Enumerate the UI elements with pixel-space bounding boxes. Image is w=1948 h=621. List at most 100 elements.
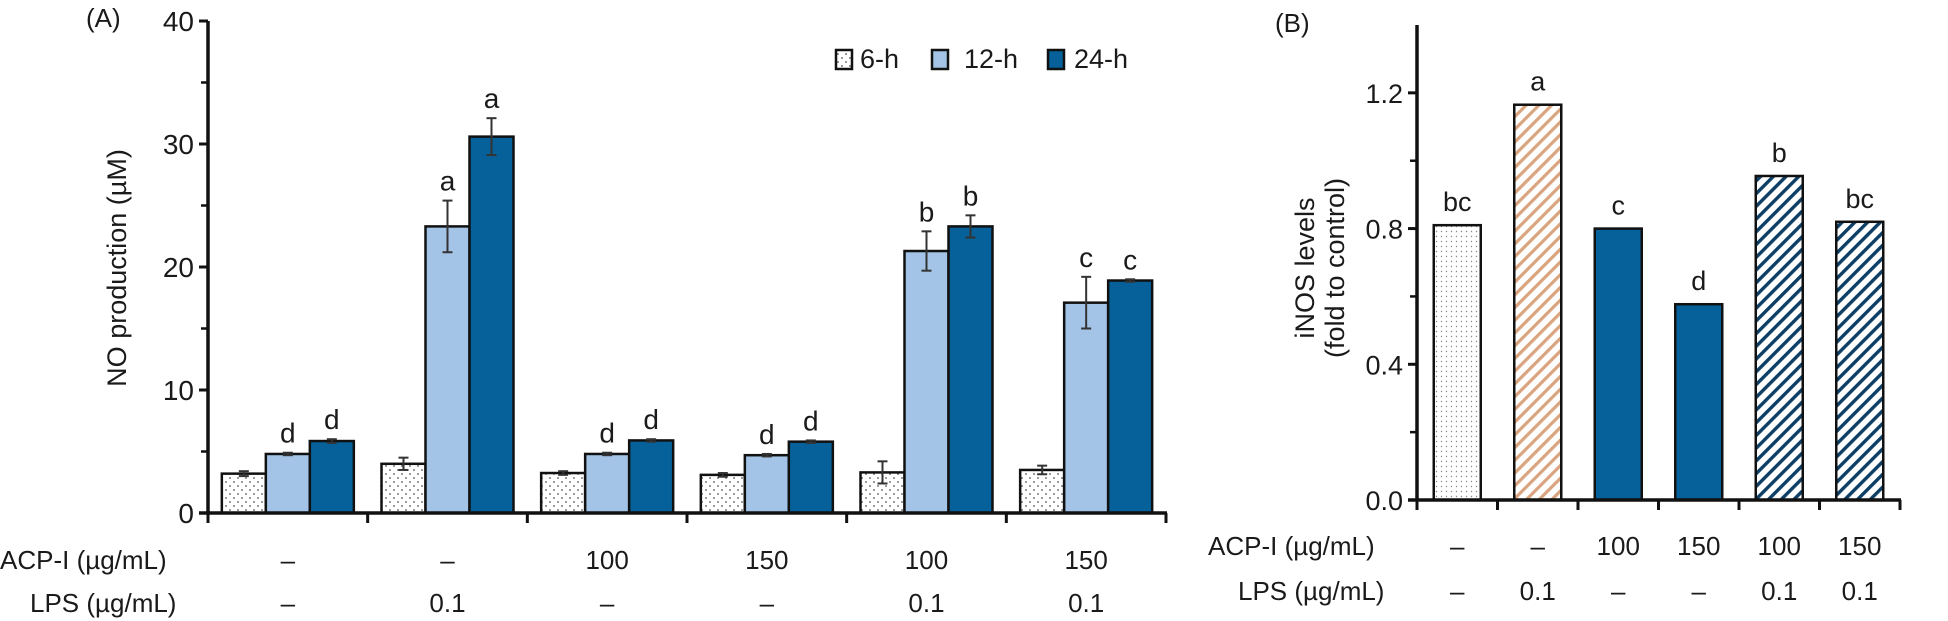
significance-letter: b <box>1772 138 1787 168</box>
bar-6-h <box>220 472 268 515</box>
bar-24-h <box>947 225 994 515</box>
y-tick-label: 1.2 <box>1365 79 1403 109</box>
significance-letter: bc <box>1845 184 1874 214</box>
panel-a-y-axis-label: NO production (µM) <box>102 149 132 387</box>
y-tick-label: 0.8 <box>1365 215 1403 245</box>
legend-swatch-12h <box>930 48 950 71</box>
panel-b-axes <box>1408 25 1902 510</box>
x-label-acp: 100 <box>905 545 948 575</box>
bar-12-h <box>424 225 471 515</box>
panel-a-legend: 6-h 12-h 24-h <box>834 44 1128 74</box>
bar-6-h <box>380 462 427 515</box>
x-label-lps: – <box>1692 576 1707 606</box>
panel-a-row-label-lps: LPS (µg/mL) <box>30 588 176 618</box>
x-label-lps: 0.1 <box>1842 576 1878 606</box>
significance-letter: b <box>963 180 979 211</box>
bar-12-h <box>1062 301 1110 515</box>
significance-letter: bc <box>1443 187 1472 217</box>
x-label-lps: 0.1 <box>1068 588 1104 618</box>
y-tick-label: 10 <box>163 375 194 406</box>
panel-a-axes <box>199 21 1168 523</box>
legend-swatch-24h <box>1046 48 1066 71</box>
x-label-lps: – <box>600 588 615 618</box>
y-tick-label: 0.0 <box>1365 486 1403 516</box>
legend-label-24h: 24-h <box>1074 44 1128 74</box>
x-label-acp: – <box>1450 531 1465 561</box>
x-label-lps: – <box>1450 576 1465 606</box>
panel-a-row-label-acp: ACP-I (µg/mL) <box>0 545 167 575</box>
significance-letter: c <box>1612 191 1626 221</box>
bar-hatch-tan <box>1513 103 1563 502</box>
bar-24-h <box>468 135 515 515</box>
significance-letter: c <box>1079 242 1093 273</box>
bar-6-h <box>1018 468 1066 515</box>
significance-letter: a <box>484 83 500 114</box>
panel-b-y-ticks: 0.0 0.4 0.8 1.2 <box>1365 79 1417 516</box>
bar-12-h <box>583 452 631 515</box>
bar-24-h <box>627 439 675 515</box>
panel-a-y-ticks: 0 10 20 30 40 <box>163 6 208 529</box>
bar-solid-blue <box>1674 302 1724 502</box>
bar-dotted <box>1432 223 1482 502</box>
x-label-lps: – <box>1611 576 1626 606</box>
panel-b-y-axis-label-sub: (fold to control) <box>1320 178 1350 358</box>
legend-label-6h: 6-h <box>860 44 899 74</box>
significance-letter: c <box>1123 244 1137 275</box>
significance-letter: d <box>643 404 659 435</box>
x-label-lps: 0.1 <box>429 588 465 618</box>
significance-letter: d <box>803 405 819 436</box>
x-label-acp: 100 <box>1597 531 1640 561</box>
panel-b-label: (B) <box>1275 8 1310 38</box>
x-label-acp: 100 <box>1758 531 1801 561</box>
significance-letter: d <box>599 418 615 449</box>
significance-letter: d <box>280 418 296 449</box>
significance-letter: b <box>919 196 935 227</box>
panel-b-y-axis-label: iNOS levels <box>1290 197 1320 338</box>
bar-hatch-blue <box>1754 174 1804 502</box>
x-label-lps: – <box>760 588 775 618</box>
x-label-acp: 100 <box>585 545 628 575</box>
y-tick-label: 40 <box>163 6 194 37</box>
bar-solid-blue <box>1593 227 1643 502</box>
x-label-lps: 0.1 <box>1761 576 1797 606</box>
panel-b-bars: bc a c d b bc <box>1432 67 1885 502</box>
y-tick-label: 0.4 <box>1365 350 1403 380</box>
significance-letter: a <box>440 166 456 197</box>
panel-b: (B) iNOS levels (fold to control) 0.0 0.4… <box>1208 8 1902 606</box>
x-label-acp: 150 <box>1838 531 1881 561</box>
x-label-acp: – <box>281 545 296 575</box>
y-tick-label: 20 <box>163 252 194 283</box>
bar-6-h <box>699 473 747 515</box>
panel-a-label: (A) <box>86 3 121 33</box>
significance-letter: d <box>759 419 775 450</box>
panel-a-x-labels: ACP-I (µg/mL) LPS (µg/mL) – – – 0.1 100 – 150 –… <box>0 545 1108 618</box>
bar-24-h <box>1106 279 1154 515</box>
bar-12-h <box>903 249 950 515</box>
bar-hatch-blue <box>1835 220 1885 502</box>
significance-letter: a <box>1530 67 1546 97</box>
x-label-acp: – <box>440 545 455 575</box>
significance-letter: d <box>1691 266 1706 296</box>
bar-24-h <box>787 440 835 515</box>
panel-b-x-labels: ACP-I (µg/mL) LPS (µg/mL) – – – 0.1 100 – 150 –… <box>1208 531 1881 606</box>
y-tick-label: 0 <box>178 498 194 529</box>
legend-label-12h: 12-h <box>964 44 1018 74</box>
panel-b-row-label-lps: LPS (µg/mL) <box>1238 576 1384 606</box>
legend-swatch-6h <box>834 48 854 71</box>
x-label-lps: 0.1 <box>1520 576 1556 606</box>
x-label-acp: 150 <box>1064 545 1107 575</box>
x-label-acp: – <box>1531 531 1546 561</box>
x-label-lps: – <box>281 588 296 618</box>
bar-12-h <box>743 453 791 515</box>
panel-b-row-label-acp: ACP-I (µg/mL) <box>1208 531 1375 561</box>
y-tick-label: 30 <box>163 129 194 160</box>
bar-6-h <box>539 471 587 515</box>
x-label-acp: 150 <box>745 545 788 575</box>
x-label-lps: 0.1 <box>908 588 944 618</box>
x-label-acp: 150 <box>1677 531 1720 561</box>
significance-letter: d <box>324 404 340 435</box>
bar-12-h <box>264 452 312 515</box>
